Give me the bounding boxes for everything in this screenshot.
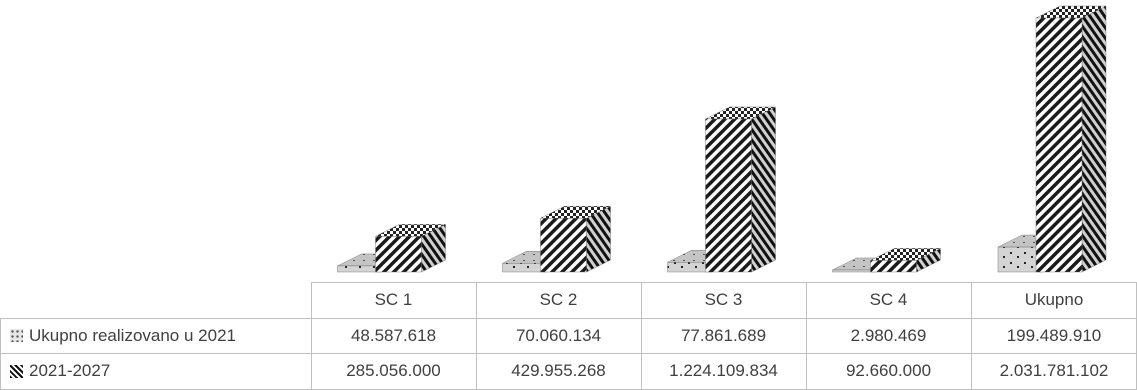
table-cell-ukupno: 2.031.781.102	[999, 361, 1109, 380]
row-label-2021-2027: 2021-2027	[0, 353, 311, 389]
table-column-divider	[0, 318, 1, 389]
column-header-sc-3: SC 3	[704, 290, 743, 309]
table-row-divider	[0, 353, 1137, 354]
column-header-sc-4: SC 4	[869, 290, 908, 309]
bar-2021-2027-sc-3	[705, 106, 776, 273]
legend-key-icon	[10, 329, 23, 342]
table-cell-sc-4: 92.660.000	[845, 361, 932, 380]
column-header-ukupno: Ukupno	[1024, 290, 1084, 309]
table-cell-sc-2: 429.955.268	[511, 361, 606, 380]
table-column-divider	[971, 282, 972, 389]
bar-2021-2027-sc-4	[870, 248, 941, 273]
row-label-text: 2021-2027	[29, 361, 111, 380]
table-row-divider	[0, 318, 1137, 319]
table-top-border	[311, 282, 1137, 283]
column-header-sc-2: SC 2	[539, 290, 578, 309]
legend-key-icon	[10, 364, 23, 378]
column-header-sc-1: SC 1	[374, 290, 413, 309]
table-cell-ukupno: 199.489.910	[1006, 325, 1102, 345]
data-table: SC 1 SC 2 SC 3 SC 4 Ukupno Ukupno realizovano…	[0, 282, 1137, 390]
bar-2021-2027-sc-2	[540, 205, 611, 273]
row-label-text: Ukupno realizovano u 2021	[29, 325, 236, 345]
bar-2021-2027-sc-1	[375, 224, 446, 273]
table-cell-sc-2: 70.060.134	[515, 325, 602, 345]
table-cell-sc-1: 48.587.618	[350, 325, 437, 345]
table-cell-sc-3: 1.224.109.834	[669, 361, 778, 380]
table-cell-sc-1: 285.056.000	[346, 361, 441, 380]
table-column-divider	[311, 282, 312, 389]
row-label-realizovano-2021: Ukupno realizovano u 2021	[0, 318, 311, 353]
bar-2021-2027-ukupno	[1035, 5, 1107, 273]
table-cell-sc-4: 2.980.469	[850, 325, 927, 345]
table-column-divider	[476, 282, 477, 389]
table-column-divider	[641, 282, 642, 389]
table-column-divider	[806, 282, 807, 389]
chart-plot-area	[337, 5, 1107, 273]
table-cell-sc-3: 77.861.689	[680, 325, 767, 345]
